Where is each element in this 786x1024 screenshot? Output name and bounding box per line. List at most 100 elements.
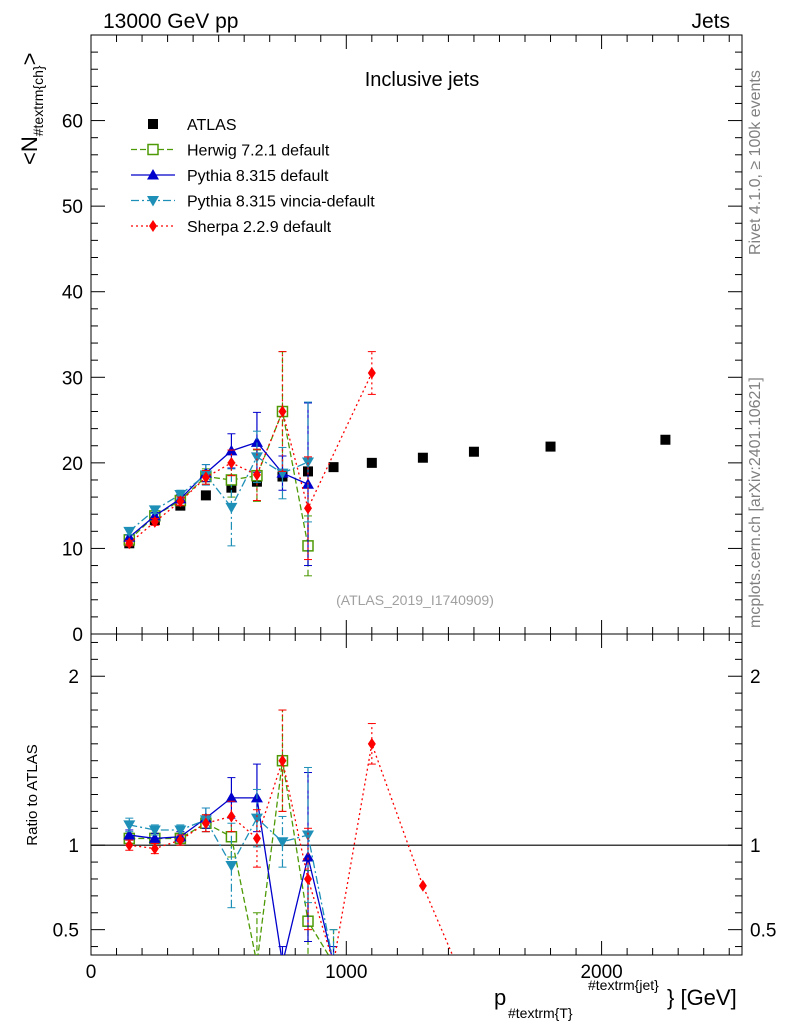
- legend-item-0: ATLAS: [148, 117, 237, 134]
- ratio-data-point: [302, 830, 314, 842]
- analysis-label: (ATLAS_2019_I1740909): [336, 592, 494, 608]
- mcplots-label: mcplots.cern.ch [arXiv:2401.10621]: [747, 377, 764, 628]
- ratio-data-point: [276, 957, 288, 968]
- ratio-frame: [90, 633, 743, 956]
- legend-marker: [147, 143, 159, 156]
- main-series-1: [123, 351, 314, 577]
- main-y-tick-label: 30: [62, 368, 83, 389]
- collision-label: 13000 GeV pp: [103, 10, 238, 33]
- main-data-point: [367, 367, 376, 380]
- x-tick-labels: 0 1000 2000: [86, 962, 623, 983]
- main-y-tick-label: 60: [62, 112, 83, 133]
- main-data-point: [468, 446, 479, 457]
- main-y-tick-label: 20: [62, 454, 83, 475]
- ratio-series-3: [125, 709, 460, 969]
- ratio-data-point: [148, 832, 161, 843]
- legend: ATLAS Herwig 7.2.1 default Pythia 8.315 de…: [131, 117, 375, 236]
- main-data-point: [278, 405, 287, 418]
- ratio-data-point: [278, 754, 287, 767]
- main-y-tick-labels: 0 10 20 30 40 50 60: [62, 112, 83, 646]
- main-data-point: [201, 471, 210, 484]
- legend-item-2: Pythia 8.315 default: [131, 168, 329, 185]
- main-data-point: [250, 436, 263, 447]
- legend-marker: [148, 119, 158, 129]
- main-y-tick-label: 40: [62, 283, 83, 304]
- ratio-y-tick-label-left: 2: [68, 667, 79, 688]
- main-data-point: [227, 456, 236, 469]
- ylabel-close: >: [17, 53, 42, 66]
- main-data-point: [660, 434, 671, 445]
- legend-item-3: Pythia 8.315 vincia-default: [131, 194, 375, 211]
- ylabel-main-text: <N: [17, 136, 42, 165]
- ratio-axis-ticks: [91, 641, 742, 948]
- ratio-data-point: [225, 791, 238, 803]
- ratio-data-point: [148, 825, 161, 836]
- main-data-point: [417, 452, 428, 463]
- category-label: Jets: [691, 10, 730, 33]
- legend-item-4: Sherpa 2.2.9 default: [131, 219, 332, 236]
- ratio-y-tick-labels: 0.5 0.5 1 1 2 2: [53, 667, 777, 941]
- ratio-data-point: [304, 872, 312, 885]
- chart-title: Inclusive jets: [365, 69, 480, 91]
- legend-marker: [147, 196, 159, 207]
- main-data-point: [304, 502, 312, 515]
- xlabel-subscript: #textrm{T}: [508, 1005, 573, 1021]
- ratio-series-layer: [123, 709, 460, 969]
- x-tick-label: 2000: [580, 962, 622, 983]
- x-tick-label: 1000: [325, 962, 367, 983]
- main-series-0: [124, 434, 671, 549]
- ratio-y-tick-label-right: 2: [750, 667, 761, 688]
- main-series-4: [125, 351, 376, 561]
- rivet-label: Rivet 4.1.0, ≥ 100k events: [747, 70, 764, 255]
- ratio-y-tick-label-left: 0.5: [53, 921, 79, 942]
- ratio-y-tick-label-left: 1: [68, 836, 79, 857]
- ratio-y-tick-label-right: 0.5: [750, 921, 776, 942]
- ratio-data-point: [252, 958, 262, 968]
- ratio-data-point: [276, 837, 289, 848]
- legend-item-1: Herwig 7.2.1 default: [131, 143, 330, 160]
- legend-label: Herwig 7.2.1 default: [187, 143, 330, 160]
- ratio-series-line-3: [129, 741, 454, 955]
- ratio-series-2: [123, 766, 338, 955]
- main-data-point: [174, 490, 187, 501]
- main-series-3: [123, 401, 314, 547]
- ratio-data-point: [225, 860, 238, 872]
- ratio-data-point: [252, 832, 261, 845]
- main-data-point: [123, 526, 136, 538]
- main-y-tick-label: 50: [62, 197, 83, 218]
- ratio-data-point: [125, 839, 134, 852]
- ratio-data-point: [150, 842, 159, 855]
- main-y-tick-label: 0: [72, 625, 83, 646]
- main-data-point: [148, 505, 161, 516]
- main-data-point: [328, 462, 339, 473]
- main-series-line-4: [128, 372, 373, 544]
- main-y-axis-label: <N#textrm{ch}>: [17, 53, 46, 165]
- legend-label: Pythia 8.315 default: [187, 168, 329, 185]
- legend-label: Sherpa 2.2.9 default: [187, 219, 332, 236]
- ratio-data-point: [174, 825, 187, 836]
- legend-marker: [149, 220, 157, 232]
- main-axis-ticks: [90, 34, 742, 955]
- ratio-data-point: [367, 737, 376, 750]
- ratio-data-point: [201, 817, 210, 830]
- main-data-point: [176, 495, 185, 508]
- ratio-data-point: [302, 851, 314, 862]
- main-series-layer: [123, 351, 671, 577]
- xlabel-superscript: #textrm{jet}: [588, 977, 659, 993]
- legend-marker: [147, 169, 159, 180]
- ratio-data-point: [418, 879, 427, 892]
- x-axis-label: p #textrm{T} #textrm{jet} } [GeV]: [494, 977, 737, 1021]
- ratio-data-point: [452, 957, 460, 969]
- main-data-point: [225, 502, 238, 514]
- ratio-data-point: [123, 829, 136, 840]
- main-data-point: [252, 468, 261, 481]
- main-series-line-2: [128, 441, 309, 538]
- main-data-point: [200, 490, 211, 501]
- xlabel-unit: } [GeV]: [667, 985, 737, 1010]
- ratio-data-point: [123, 820, 136, 831]
- main-data-point: [545, 441, 556, 452]
- xlabel-main-text: p: [494, 985, 506, 1010]
- ratio-data-point: [176, 834, 185, 847]
- x-tick-label: 0: [86, 962, 97, 983]
